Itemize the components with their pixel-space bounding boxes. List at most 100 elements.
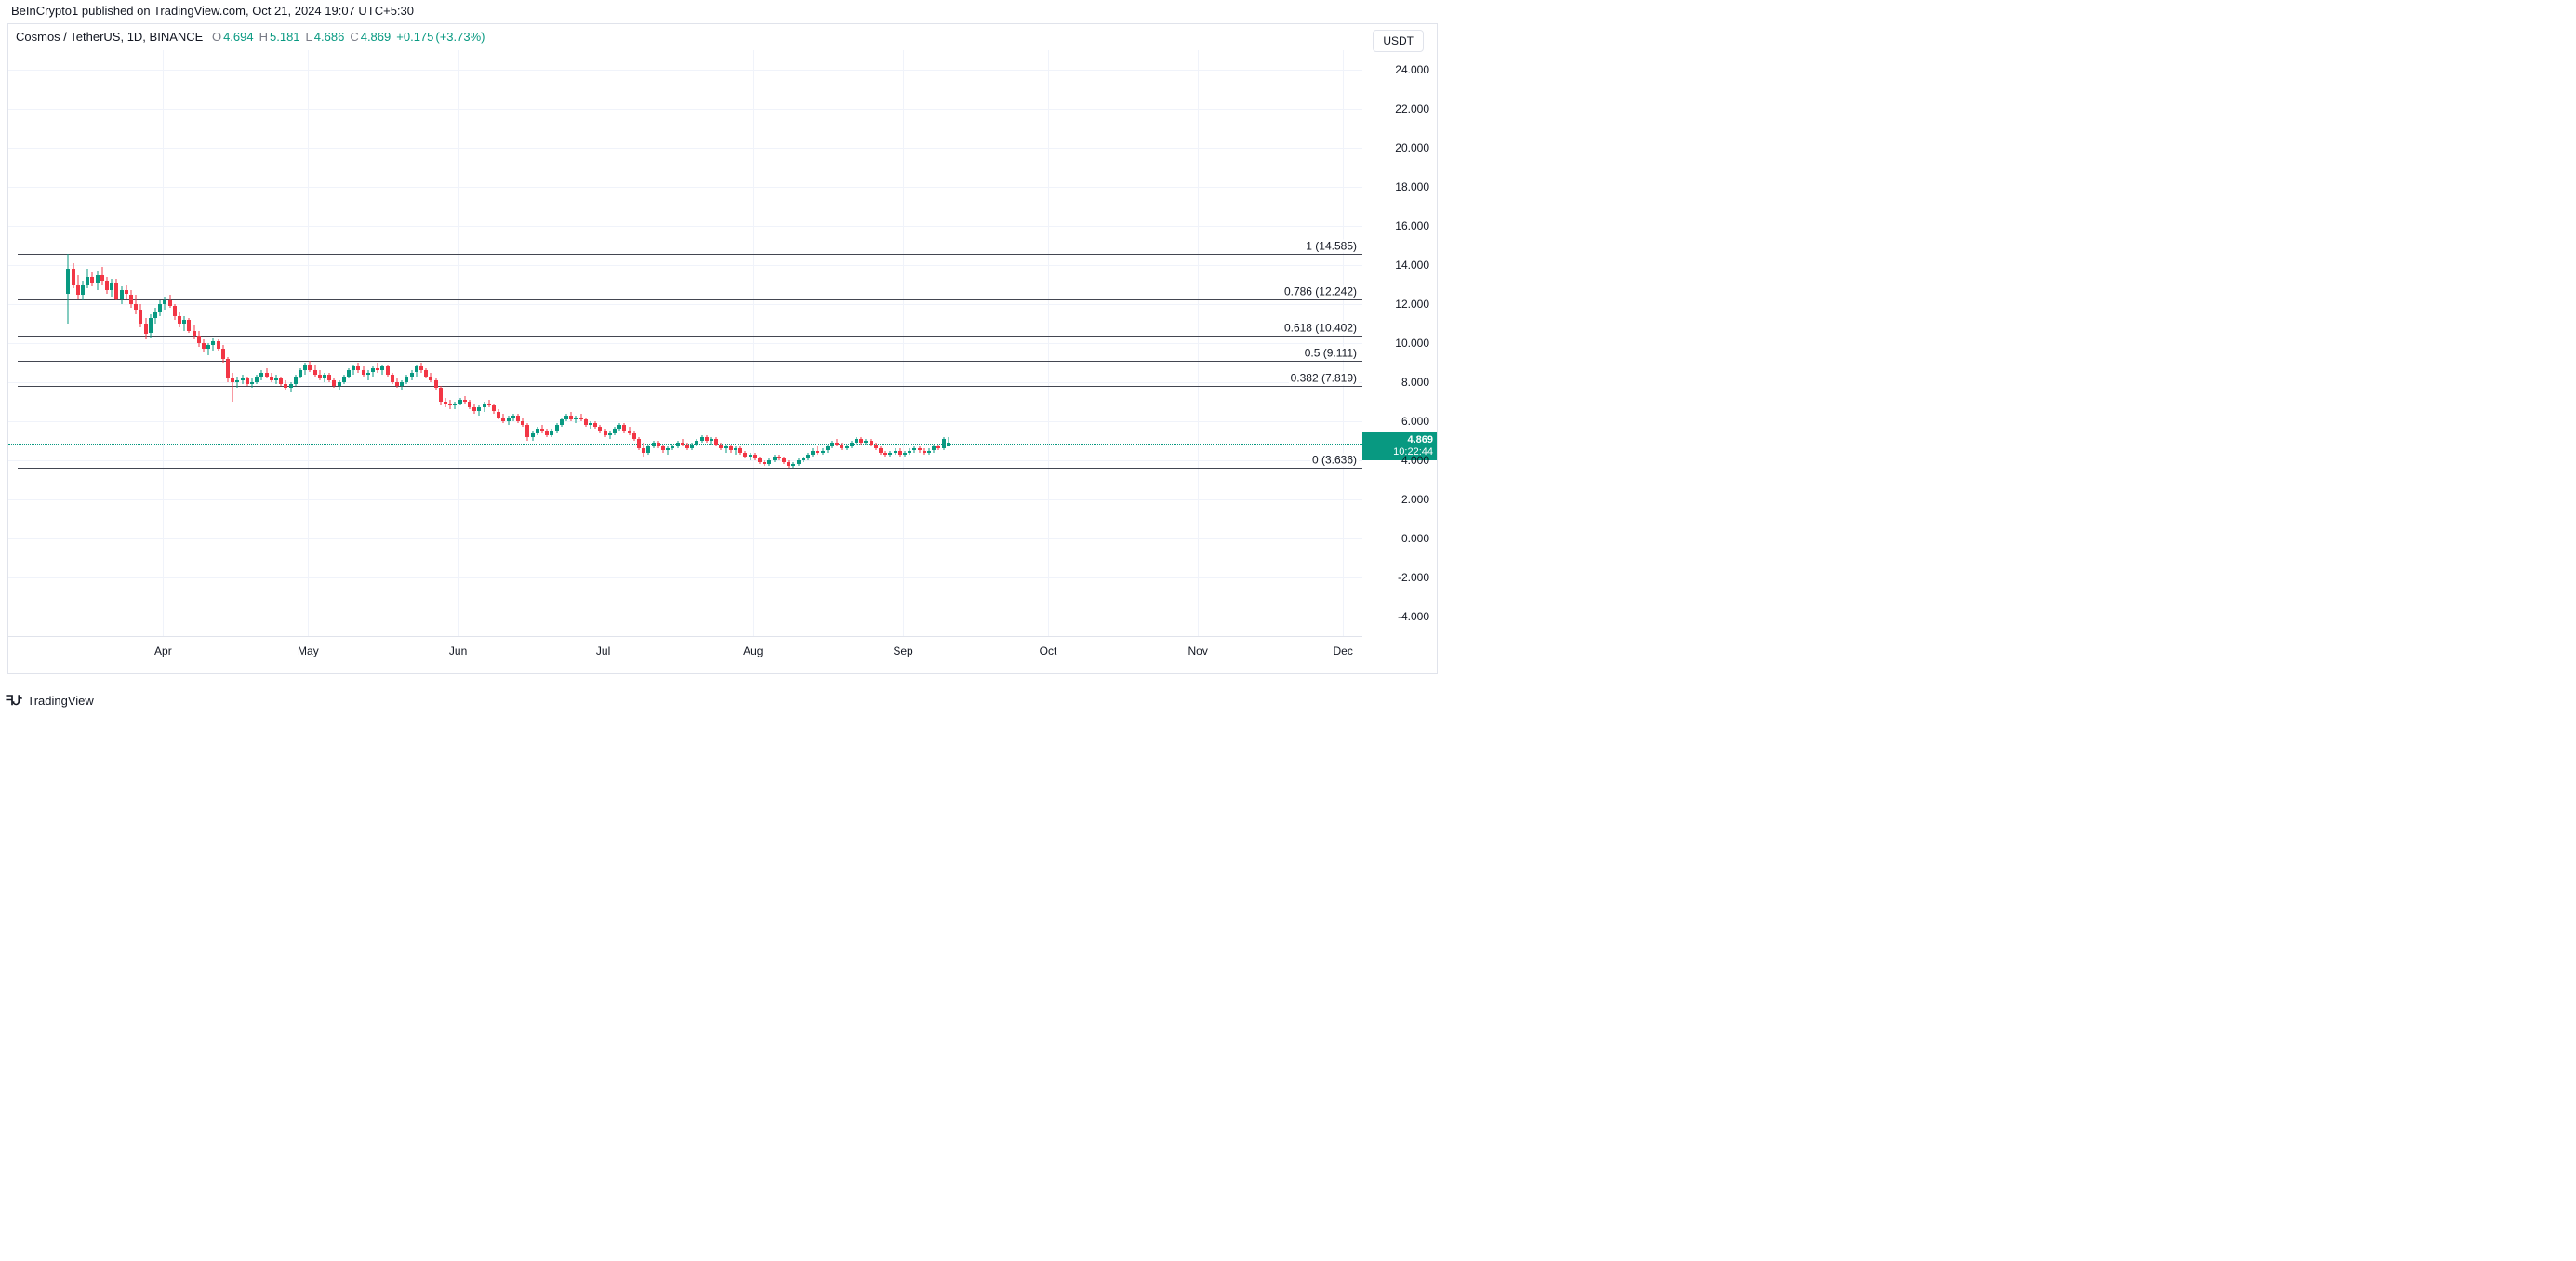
candle[interactable] (193, 50, 196, 636)
candle[interactable] (391, 50, 394, 636)
candle[interactable] (376, 50, 379, 636)
candle[interactable] (545, 50, 549, 636)
candle[interactable] (850, 50, 854, 636)
candle[interactable] (139, 50, 142, 636)
candle[interactable] (749, 50, 752, 636)
candle[interactable] (734, 50, 737, 636)
candle[interactable] (879, 50, 883, 636)
candle[interactable] (187, 50, 191, 636)
candle[interactable] (802, 50, 805, 636)
candle[interactable] (622, 50, 626, 636)
candle[interactable] (448, 50, 452, 636)
candle[interactable] (932, 50, 936, 636)
candle[interactable] (90, 50, 94, 636)
candle[interactable] (419, 50, 423, 636)
candle[interactable] (303, 50, 307, 636)
candle[interactable] (81, 50, 85, 636)
candle[interactable] (507, 50, 511, 636)
candle[interactable] (714, 50, 718, 636)
candle[interactable] (695, 50, 698, 636)
candle[interactable] (942, 50, 946, 636)
candle[interactable] (120, 50, 124, 636)
candle[interactable] (758, 50, 762, 636)
candle[interactable] (738, 50, 742, 636)
candle[interactable] (936, 50, 940, 636)
candle[interactable] (753, 50, 757, 636)
plot-area[interactable]: 1 (14.585)0.786 (12.242)0.618 (10.402)0.… (8, 50, 1362, 636)
candle[interactable] (226, 50, 230, 636)
candle[interactable] (483, 50, 486, 636)
candle[interactable] (332, 50, 336, 636)
candle[interactable] (235, 50, 239, 636)
candle[interactable] (700, 50, 704, 636)
candle[interactable] (279, 50, 283, 636)
candle[interactable] (386, 50, 390, 636)
candle[interactable] (908, 50, 911, 636)
candle[interactable] (259, 50, 263, 636)
candle[interactable] (525, 50, 529, 636)
candle[interactable] (472, 50, 476, 636)
candle[interactable] (637, 50, 641, 636)
candle[interactable] (855, 50, 858, 636)
candle[interactable] (705, 50, 709, 636)
candle[interactable] (821, 50, 825, 636)
candle[interactable] (439, 50, 443, 636)
candle[interactable] (671, 50, 674, 636)
candle[interactable] (362, 50, 365, 636)
candle[interactable] (531, 50, 535, 636)
candle[interactable] (289, 50, 293, 636)
candle[interactable] (681, 50, 684, 636)
candle[interactable] (477, 50, 481, 636)
candle[interactable] (110, 50, 113, 636)
candle[interactable] (516, 50, 520, 636)
candle[interactable] (366, 50, 370, 636)
chart-wrap[interactable]: Cosmos / TetherUS, 1D, BINANCE O4.694 H5… (7, 23, 1438, 674)
candle[interactable] (604, 50, 607, 636)
candle[interactable] (415, 50, 418, 636)
candle[interactable] (835, 50, 839, 636)
candle[interactable] (666, 50, 670, 636)
candle[interactable] (327, 50, 331, 636)
candle[interactable] (826, 50, 830, 636)
candle[interactable] (676, 50, 680, 636)
candle[interactable] (811, 50, 815, 636)
candle[interactable] (424, 50, 428, 636)
candle[interactable] (536, 50, 539, 636)
candle[interactable] (729, 50, 733, 636)
candle[interactable] (646, 50, 650, 636)
candle[interactable] (217, 50, 220, 636)
y-axis[interactable]: -4.000-2.0000.0002.0004.0006.0008.00010.… (1362, 50, 1437, 636)
candle[interactable] (870, 50, 873, 636)
candle[interactable] (652, 50, 656, 636)
candle[interactable] (274, 50, 278, 636)
candle[interactable] (550, 50, 553, 636)
candle[interactable] (782, 50, 786, 636)
candle[interactable] (773, 50, 777, 636)
candle[interactable] (589, 50, 592, 636)
candle[interactable] (270, 50, 273, 636)
candle[interactable] (76, 50, 80, 636)
candle[interactable] (927, 50, 931, 636)
candle[interactable] (250, 50, 254, 636)
candle[interactable] (593, 50, 597, 636)
candle[interactable] (410, 50, 414, 636)
candle[interactable] (265, 50, 269, 636)
candle[interactable] (555, 50, 559, 636)
candle[interactable] (497, 50, 500, 636)
candle[interactable] (608, 50, 612, 636)
candle[interactable] (434, 50, 438, 636)
candle[interactable] (246, 50, 249, 636)
candle[interactable] (221, 50, 225, 636)
candle[interactable] (797, 50, 801, 636)
candle[interactable] (642, 50, 645, 636)
candle[interactable] (158, 50, 162, 636)
candle[interactable] (323, 50, 326, 636)
candle[interactable] (845, 50, 849, 636)
candle[interactable] (511, 50, 515, 636)
candle[interactable] (72, 50, 75, 636)
candle[interactable] (313, 50, 317, 636)
candle[interactable] (584, 50, 588, 636)
candle[interactable] (724, 50, 728, 636)
candle[interactable] (923, 50, 926, 636)
candle[interactable] (894, 50, 897, 636)
